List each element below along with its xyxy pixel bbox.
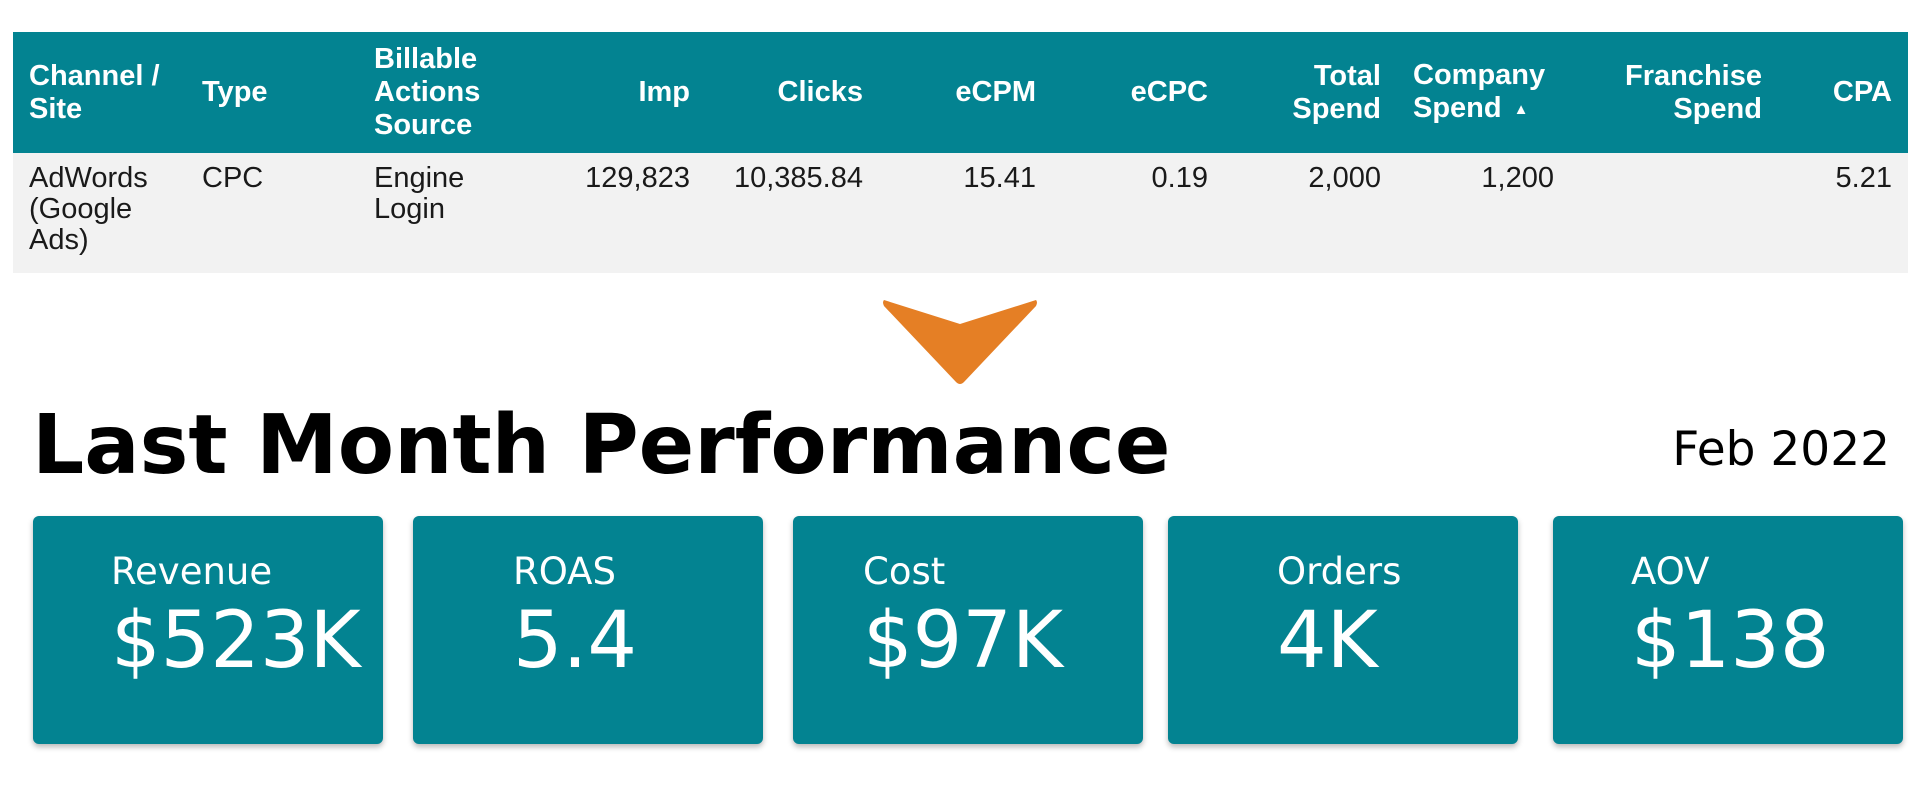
- cell-clicks: 10,385.84: [706, 153, 879, 273]
- page-title: Last Month Performance: [32, 398, 1171, 493]
- kpi-row: Revenue $523K ROAS 5.4 Cost $97K Orders …: [0, 516, 1920, 744]
- cell-type: CPC: [186, 153, 358, 273]
- column-header-franchise-spend[interactable]: Franchise Spend: [1570, 32, 1778, 153]
- column-header-type[interactable]: Type: [186, 32, 358, 153]
- cell-company-spend: 1,200: [1397, 153, 1570, 273]
- cell-ecpc: 0.19: [1052, 153, 1224, 273]
- column-header-company-spend-label: Company Spend: [1413, 59, 1546, 125]
- kpi-value: $523K: [111, 596, 361, 686]
- kpi-card-aov: AOV $138: [1553, 516, 1903, 744]
- arrow-down-icon: [883, 300, 1037, 384]
- kpi-label: Cost: [863, 550, 946, 593]
- period-label: Feb 2022: [1672, 422, 1890, 477]
- column-header-ecpc[interactable]: eCPC: [1052, 32, 1224, 153]
- kpi-value: $97K: [863, 596, 1064, 686]
- kpi-card-revenue: Revenue $523K: [33, 516, 383, 744]
- cell-ecpm: 15.41: [879, 153, 1052, 273]
- kpi-label: Orders: [1277, 550, 1402, 593]
- cell-franchise-spend: [1570, 153, 1778, 273]
- column-header-channel-site[interactable]: Channel / Site: [13, 32, 186, 153]
- column-header-cpa[interactable]: CPA: [1778, 32, 1908, 153]
- cell-imp: 129,823: [540, 153, 706, 273]
- kpi-label: Revenue: [111, 550, 273, 593]
- sort-ascending-icon[interactable]: ▲: [1513, 100, 1529, 118]
- column-header-company-spend[interactable]: Company Spend ▲: [1397, 32, 1570, 153]
- column-header-total-spend[interactable]: Total Spend: [1224, 32, 1397, 153]
- cell-billable-actions-source: Engine Login: [358, 153, 540, 273]
- kpi-card-orders: Orders 4K: [1168, 516, 1518, 744]
- kpi-label: ROAS: [513, 550, 616, 593]
- column-header-billable-actions-source[interactable]: Billable Actions Source: [358, 32, 540, 153]
- cell-total-spend: 2,000: [1224, 153, 1397, 273]
- kpi-value: $138: [1631, 596, 1830, 686]
- column-header-ecpm[interactable]: eCPM: [879, 32, 1052, 153]
- table-row: AdWords (Google Ads) CPC Engine Login 12…: [13, 153, 1908, 273]
- kpi-card-cost: Cost $97K: [793, 516, 1143, 744]
- kpi-value: 5.4: [513, 596, 638, 686]
- kpi-card-roas: ROAS 5.4: [413, 516, 763, 744]
- kpi-label: AOV: [1631, 550, 1710, 593]
- cell-cpa: 5.21: [1778, 153, 1908, 273]
- report-table: Channel / Site Type Billable Actions Sou…: [13, 32, 1908, 273]
- table-header-row: Channel / Site Type Billable Actions Sou…: [13, 32, 1908, 153]
- column-header-clicks[interactable]: Clicks: [706, 32, 879, 153]
- kpi-value: 4K: [1277, 596, 1378, 686]
- column-header-imp[interactable]: Imp: [540, 32, 706, 153]
- cell-channel-site: AdWords (Google Ads): [13, 153, 186, 273]
